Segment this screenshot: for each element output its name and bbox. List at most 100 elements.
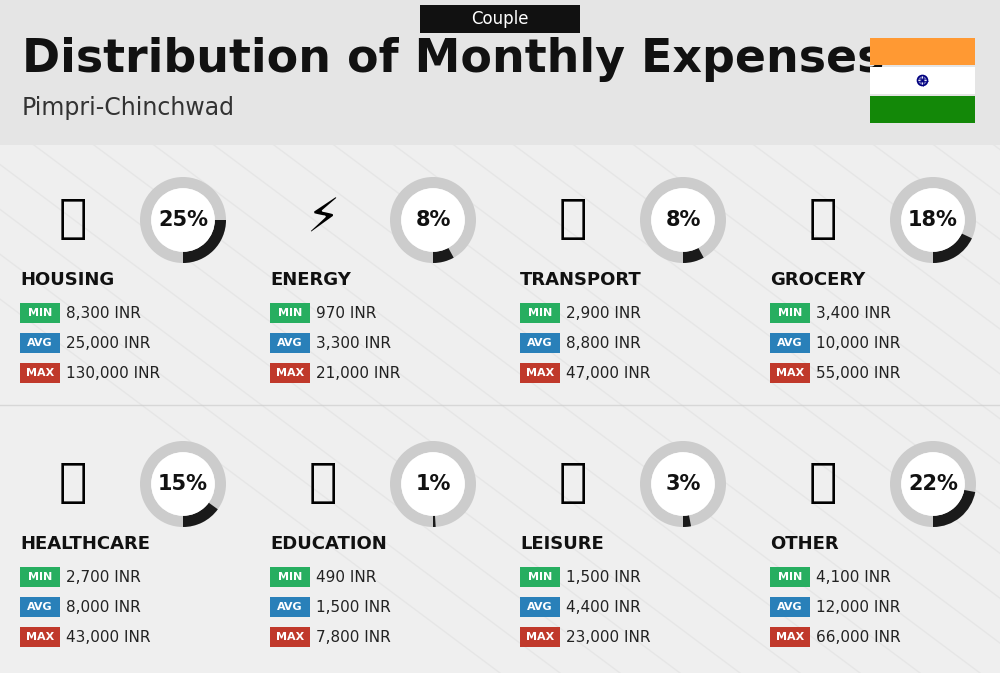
Text: MAX: MAX bbox=[276, 632, 304, 642]
FancyBboxPatch shape bbox=[270, 333, 310, 353]
Text: 43,000 INR: 43,000 INR bbox=[66, 629, 150, 645]
Wedge shape bbox=[683, 248, 704, 263]
FancyBboxPatch shape bbox=[520, 363, 560, 383]
Text: MIN: MIN bbox=[278, 572, 302, 582]
Text: 💊: 💊 bbox=[59, 462, 87, 507]
Text: 1%: 1% bbox=[415, 474, 451, 494]
Text: HOUSING: HOUSING bbox=[20, 271, 114, 289]
Wedge shape bbox=[390, 177, 476, 263]
Circle shape bbox=[401, 452, 465, 516]
FancyBboxPatch shape bbox=[270, 627, 310, 647]
Text: 22%: 22% bbox=[908, 474, 958, 494]
Wedge shape bbox=[433, 248, 454, 263]
Text: MAX: MAX bbox=[526, 632, 554, 642]
Text: 21,000 INR: 21,000 INR bbox=[316, 365, 400, 380]
Text: 23,000 INR: 23,000 INR bbox=[566, 629, 650, 645]
FancyBboxPatch shape bbox=[20, 627, 60, 647]
Text: 1,500 INR: 1,500 INR bbox=[566, 569, 641, 584]
Text: 3,300 INR: 3,300 INR bbox=[316, 336, 391, 351]
Text: MIN: MIN bbox=[528, 308, 552, 318]
FancyBboxPatch shape bbox=[520, 333, 560, 353]
FancyBboxPatch shape bbox=[770, 303, 810, 323]
FancyBboxPatch shape bbox=[270, 597, 310, 617]
Circle shape bbox=[651, 188, 715, 252]
Text: MIN: MIN bbox=[528, 572, 552, 582]
Text: 2,700 INR: 2,700 INR bbox=[66, 569, 141, 584]
Text: 15%: 15% bbox=[158, 474, 208, 494]
Wedge shape bbox=[933, 234, 972, 263]
FancyBboxPatch shape bbox=[20, 333, 60, 353]
Text: MAX: MAX bbox=[526, 368, 554, 378]
Wedge shape bbox=[140, 441, 226, 527]
FancyBboxPatch shape bbox=[270, 567, 310, 587]
Text: 10,000 INR: 10,000 INR bbox=[816, 336, 900, 351]
Text: AVG: AVG bbox=[27, 338, 53, 348]
Text: MAX: MAX bbox=[276, 368, 304, 378]
Wedge shape bbox=[890, 177, 976, 263]
FancyBboxPatch shape bbox=[770, 567, 810, 587]
Wedge shape bbox=[640, 177, 726, 263]
Wedge shape bbox=[183, 220, 226, 263]
Wedge shape bbox=[183, 503, 218, 527]
Wedge shape bbox=[390, 441, 476, 527]
Text: 2,900 INR: 2,900 INR bbox=[566, 306, 641, 320]
Text: AVG: AVG bbox=[277, 338, 303, 348]
Text: AVG: AVG bbox=[777, 602, 803, 612]
Text: MAX: MAX bbox=[26, 368, 54, 378]
Circle shape bbox=[151, 452, 215, 516]
Text: AVG: AVG bbox=[527, 602, 553, 612]
Text: MIN: MIN bbox=[778, 308, 802, 318]
Wedge shape bbox=[433, 516, 436, 527]
FancyBboxPatch shape bbox=[520, 597, 560, 617]
Text: ⚡: ⚡ bbox=[306, 197, 340, 242]
Text: LEISURE: LEISURE bbox=[520, 535, 604, 553]
Text: 12,000 INR: 12,000 INR bbox=[816, 600, 900, 614]
Text: TRANSPORT: TRANSPORT bbox=[520, 271, 642, 289]
Text: MIN: MIN bbox=[28, 572, 52, 582]
FancyBboxPatch shape bbox=[520, 303, 560, 323]
FancyBboxPatch shape bbox=[520, 627, 560, 647]
Wedge shape bbox=[890, 441, 976, 527]
FancyBboxPatch shape bbox=[20, 567, 60, 587]
Text: 3%: 3% bbox=[665, 474, 701, 494]
Text: Distribution of Monthly Expenses: Distribution of Monthly Expenses bbox=[22, 38, 884, 83]
Text: 8%: 8% bbox=[415, 210, 451, 230]
Text: AVG: AVG bbox=[777, 338, 803, 348]
FancyBboxPatch shape bbox=[0, 0, 1000, 145]
Text: 8,000 INR: 8,000 INR bbox=[66, 600, 141, 614]
FancyBboxPatch shape bbox=[20, 363, 60, 383]
FancyBboxPatch shape bbox=[270, 363, 310, 383]
Text: 47,000 INR: 47,000 INR bbox=[566, 365, 650, 380]
Wedge shape bbox=[140, 177, 226, 263]
Text: 8,800 INR: 8,800 INR bbox=[566, 336, 641, 351]
Text: 🚌: 🚌 bbox=[559, 197, 587, 242]
Text: 🎓: 🎓 bbox=[309, 462, 337, 507]
Text: MAX: MAX bbox=[776, 632, 804, 642]
Text: 970 INR: 970 INR bbox=[316, 306, 376, 320]
Text: 8,300 INR: 8,300 INR bbox=[66, 306, 141, 320]
Circle shape bbox=[901, 188, 965, 252]
Text: 🛍: 🛍 bbox=[559, 462, 587, 507]
Wedge shape bbox=[640, 441, 726, 527]
Text: MAX: MAX bbox=[776, 368, 804, 378]
Wedge shape bbox=[933, 490, 975, 527]
Text: 🛒: 🛒 bbox=[809, 197, 837, 242]
Text: MAX: MAX bbox=[26, 632, 54, 642]
Text: 66,000 INR: 66,000 INR bbox=[816, 629, 901, 645]
Text: MIN: MIN bbox=[278, 308, 302, 318]
Text: AVG: AVG bbox=[27, 602, 53, 612]
Text: 25,000 INR: 25,000 INR bbox=[66, 336, 150, 351]
Text: 25%: 25% bbox=[158, 210, 208, 230]
FancyBboxPatch shape bbox=[870, 67, 975, 94]
Wedge shape bbox=[683, 516, 691, 527]
FancyBboxPatch shape bbox=[870, 96, 975, 123]
Text: 55,000 INR: 55,000 INR bbox=[816, 365, 900, 380]
Text: Pimpri-Chinchwad: Pimpri-Chinchwad bbox=[22, 96, 235, 120]
FancyBboxPatch shape bbox=[870, 38, 975, 65]
FancyBboxPatch shape bbox=[770, 627, 810, 647]
Text: 7,800 INR: 7,800 INR bbox=[316, 629, 391, 645]
FancyBboxPatch shape bbox=[20, 597, 60, 617]
Text: ENERGY: ENERGY bbox=[270, 271, 351, 289]
FancyBboxPatch shape bbox=[270, 303, 310, 323]
Text: MIN: MIN bbox=[778, 572, 802, 582]
